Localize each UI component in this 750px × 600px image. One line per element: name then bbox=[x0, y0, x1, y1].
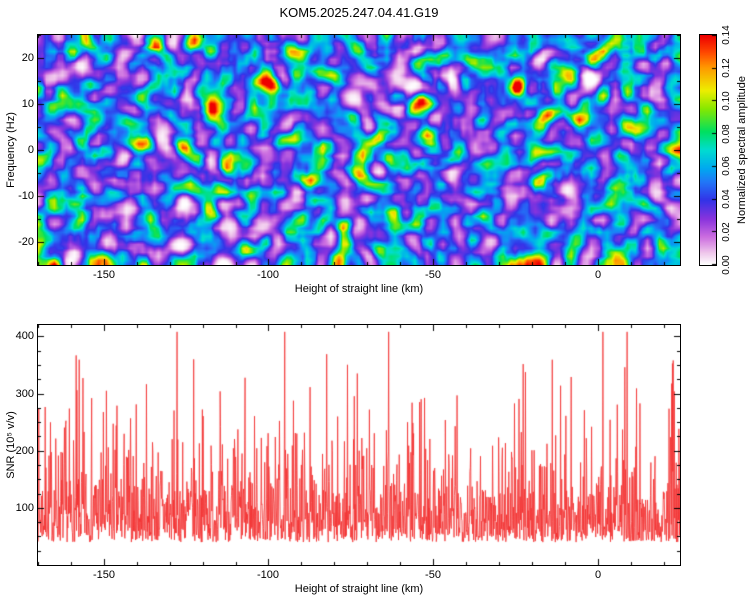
snr-ytick-label: 200 bbox=[15, 445, 34, 457]
snr-xaxis-label: Height of straight line (km) bbox=[294, 583, 424, 595]
snr-xtick-label: -50 bbox=[425, 569, 441, 581]
snr-frame bbox=[37, 324, 681, 566]
spec-ytick-label: 20 bbox=[21, 52, 34, 64]
colorbar-tick-label: 0.04 bbox=[721, 189, 732, 209]
spec-xtick-label: -50 bbox=[425, 269, 441, 281]
colorbar-tick-label: 0.12 bbox=[721, 58, 732, 78]
spec-xtick-label: -150 bbox=[92, 269, 116, 281]
snr-xtick-label: 0 bbox=[594, 569, 602, 581]
snr-canvas bbox=[38, 325, 680, 565]
spec-yaxis-label: Frequency (Hz) bbox=[5, 112, 17, 188]
spec-ytick-label: -20 bbox=[18, 236, 34, 248]
spec-xaxis-label: Height of straight line (km) bbox=[294, 283, 424, 295]
colorbar-tick-label: 0.08 bbox=[721, 124, 732, 144]
spec-xtick-label: 0 bbox=[594, 269, 602, 281]
spectrogram-frame bbox=[37, 34, 681, 266]
colorbar-tick-label: 0.10 bbox=[721, 91, 732, 111]
colorbar-tick-label: 0.06 bbox=[721, 156, 732, 176]
colorbar-tick-label: 0.02 bbox=[721, 222, 732, 242]
colorbar-canvas bbox=[700, 35, 716, 265]
colorbar-tick-label: 0.00 bbox=[721, 255, 732, 275]
spec-xtick-label: -100 bbox=[256, 269, 280, 281]
spec-ytick-label: 0 bbox=[27, 144, 34, 156]
snr-xtick-label: -150 bbox=[92, 569, 116, 581]
colorbar-frame bbox=[699, 34, 717, 266]
spec-ytick-label: 10 bbox=[21, 98, 34, 110]
snr-xtick-label: -100 bbox=[256, 569, 280, 581]
snr-ytick-label: 300 bbox=[15, 388, 34, 400]
colorbar-tick-label: 0.14 bbox=[721, 25, 732, 45]
colorbar-axis-label: Normalized spectral amplitude bbox=[736, 76, 748, 224]
snr-yaxis-label: SNR (10⁵ v/v) bbox=[5, 411, 17, 479]
snr-ytick-label: 100 bbox=[15, 502, 34, 514]
snr-ytick-label: 400 bbox=[15, 330, 34, 342]
spec-ytick-label: -10 bbox=[18, 190, 34, 202]
spectrogram-canvas bbox=[38, 35, 680, 265]
page-title: KOM5.2025.247.04.41.G19 bbox=[279, 5, 439, 20]
